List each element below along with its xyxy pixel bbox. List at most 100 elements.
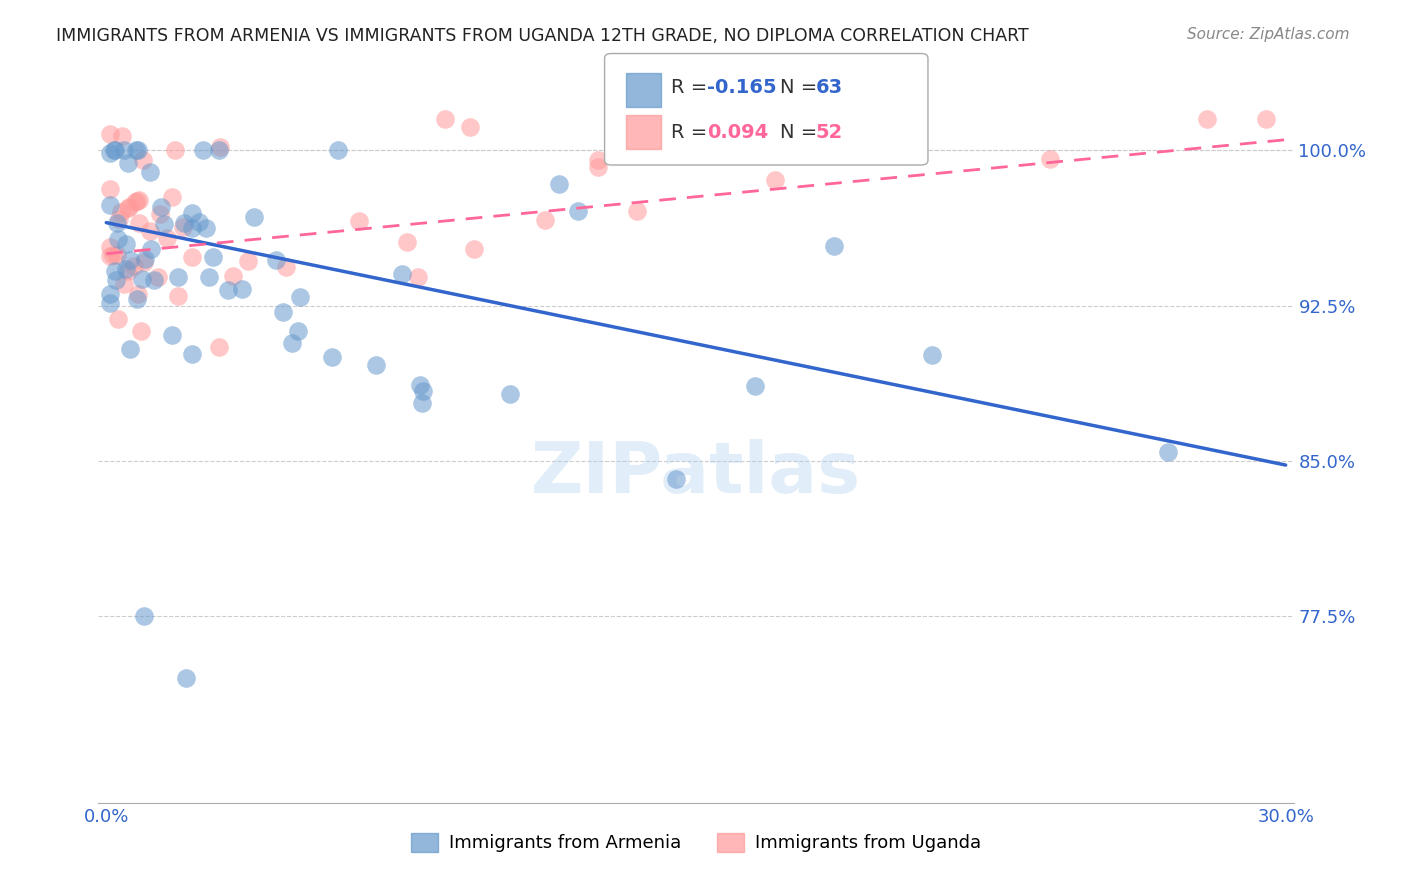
Point <box>266 252 288 267</box>
Point <box>124 194 146 209</box>
Point <box>115 261 138 276</box>
Point <box>586 153 609 168</box>
Point <box>202 250 225 264</box>
Point <box>118 253 141 268</box>
Point <box>153 218 176 232</box>
Text: N =: N = <box>780 78 824 97</box>
Point <box>174 672 197 686</box>
Point <box>98 249 121 263</box>
Point <box>104 263 127 277</box>
Point <box>221 268 243 283</box>
Point <box>391 268 413 282</box>
Point <box>98 286 121 301</box>
Point <box>1157 445 1180 459</box>
Point <box>243 211 266 225</box>
Point <box>744 379 766 393</box>
Point <box>138 165 160 179</box>
Point <box>287 324 309 338</box>
Point <box>107 212 129 227</box>
Point <box>458 120 481 134</box>
Point <box>188 215 211 229</box>
Point <box>1254 112 1277 126</box>
Point <box>198 269 221 284</box>
Point <box>160 190 183 204</box>
Point <box>406 270 429 285</box>
Point <box>98 128 121 142</box>
Point <box>105 273 128 287</box>
Point <box>117 201 139 215</box>
Point <box>208 140 231 154</box>
Point <box>165 143 187 157</box>
Point <box>98 146 121 161</box>
Point <box>180 206 202 220</box>
Point <box>141 242 163 256</box>
Point <box>463 242 485 256</box>
Point <box>172 220 194 235</box>
Point <box>111 128 134 143</box>
Point <box>281 336 304 351</box>
Point <box>217 284 239 298</box>
Text: 0.094: 0.094 <box>707 122 769 142</box>
Point <box>567 203 589 218</box>
Point <box>98 296 121 310</box>
Point <box>1039 153 1062 167</box>
Point <box>118 200 141 214</box>
Point <box>115 237 138 252</box>
Point <box>127 286 149 301</box>
Point <box>112 143 135 157</box>
Point <box>117 156 139 170</box>
Point <box>156 231 179 245</box>
Point <box>588 160 610 174</box>
Point <box>364 358 387 372</box>
Legend: Immigrants from Armenia, Immigrants from Uganda: Immigrants from Armenia, Immigrants from… <box>404 826 988 860</box>
Point <box>412 384 434 398</box>
Point <box>148 269 170 284</box>
Point <box>132 153 155 168</box>
Point <box>128 193 150 207</box>
Point <box>276 260 298 275</box>
Point <box>548 177 571 191</box>
Point <box>191 143 214 157</box>
Point <box>236 254 259 268</box>
Point <box>129 324 152 338</box>
Text: ZIPatlas: ZIPatlas <box>531 439 860 508</box>
Point <box>98 239 121 253</box>
Point <box>134 252 156 266</box>
Point <box>103 143 125 157</box>
Point <box>131 272 153 286</box>
Point <box>138 224 160 238</box>
Point <box>105 216 128 230</box>
Point <box>120 343 142 357</box>
Point <box>534 213 557 227</box>
Point <box>149 207 172 221</box>
Point <box>744 139 766 153</box>
Point <box>395 235 418 250</box>
Text: Source: ZipAtlas.com: Source: ZipAtlas.com <box>1187 27 1350 42</box>
Point <box>288 290 311 304</box>
Point <box>181 250 204 264</box>
Point <box>1195 112 1218 126</box>
Point <box>117 264 139 278</box>
Text: R =: R = <box>671 78 713 97</box>
Point <box>104 143 127 157</box>
Point <box>110 205 132 219</box>
Point <box>107 232 129 246</box>
Point <box>231 282 253 296</box>
Point <box>409 378 432 392</box>
Point <box>101 248 124 262</box>
Point <box>433 112 456 126</box>
Point <box>208 143 231 157</box>
Point <box>132 609 155 624</box>
Point <box>105 248 128 262</box>
Point <box>122 259 145 273</box>
Text: IMMIGRANTS FROM ARMENIA VS IMMIGRANTS FROM UGANDA 12TH GRADE, NO DIPLOMA CORRELA: IMMIGRANTS FROM ARMENIA VS IMMIGRANTS FR… <box>56 27 1029 45</box>
Point <box>142 272 165 286</box>
Text: -0.165: -0.165 <box>707 78 778 97</box>
Point <box>166 289 188 303</box>
Point <box>763 173 786 187</box>
Point <box>112 277 135 291</box>
Point <box>125 293 148 307</box>
Point <box>173 216 195 230</box>
Point <box>321 351 343 365</box>
Text: 52: 52 <box>815 122 842 142</box>
